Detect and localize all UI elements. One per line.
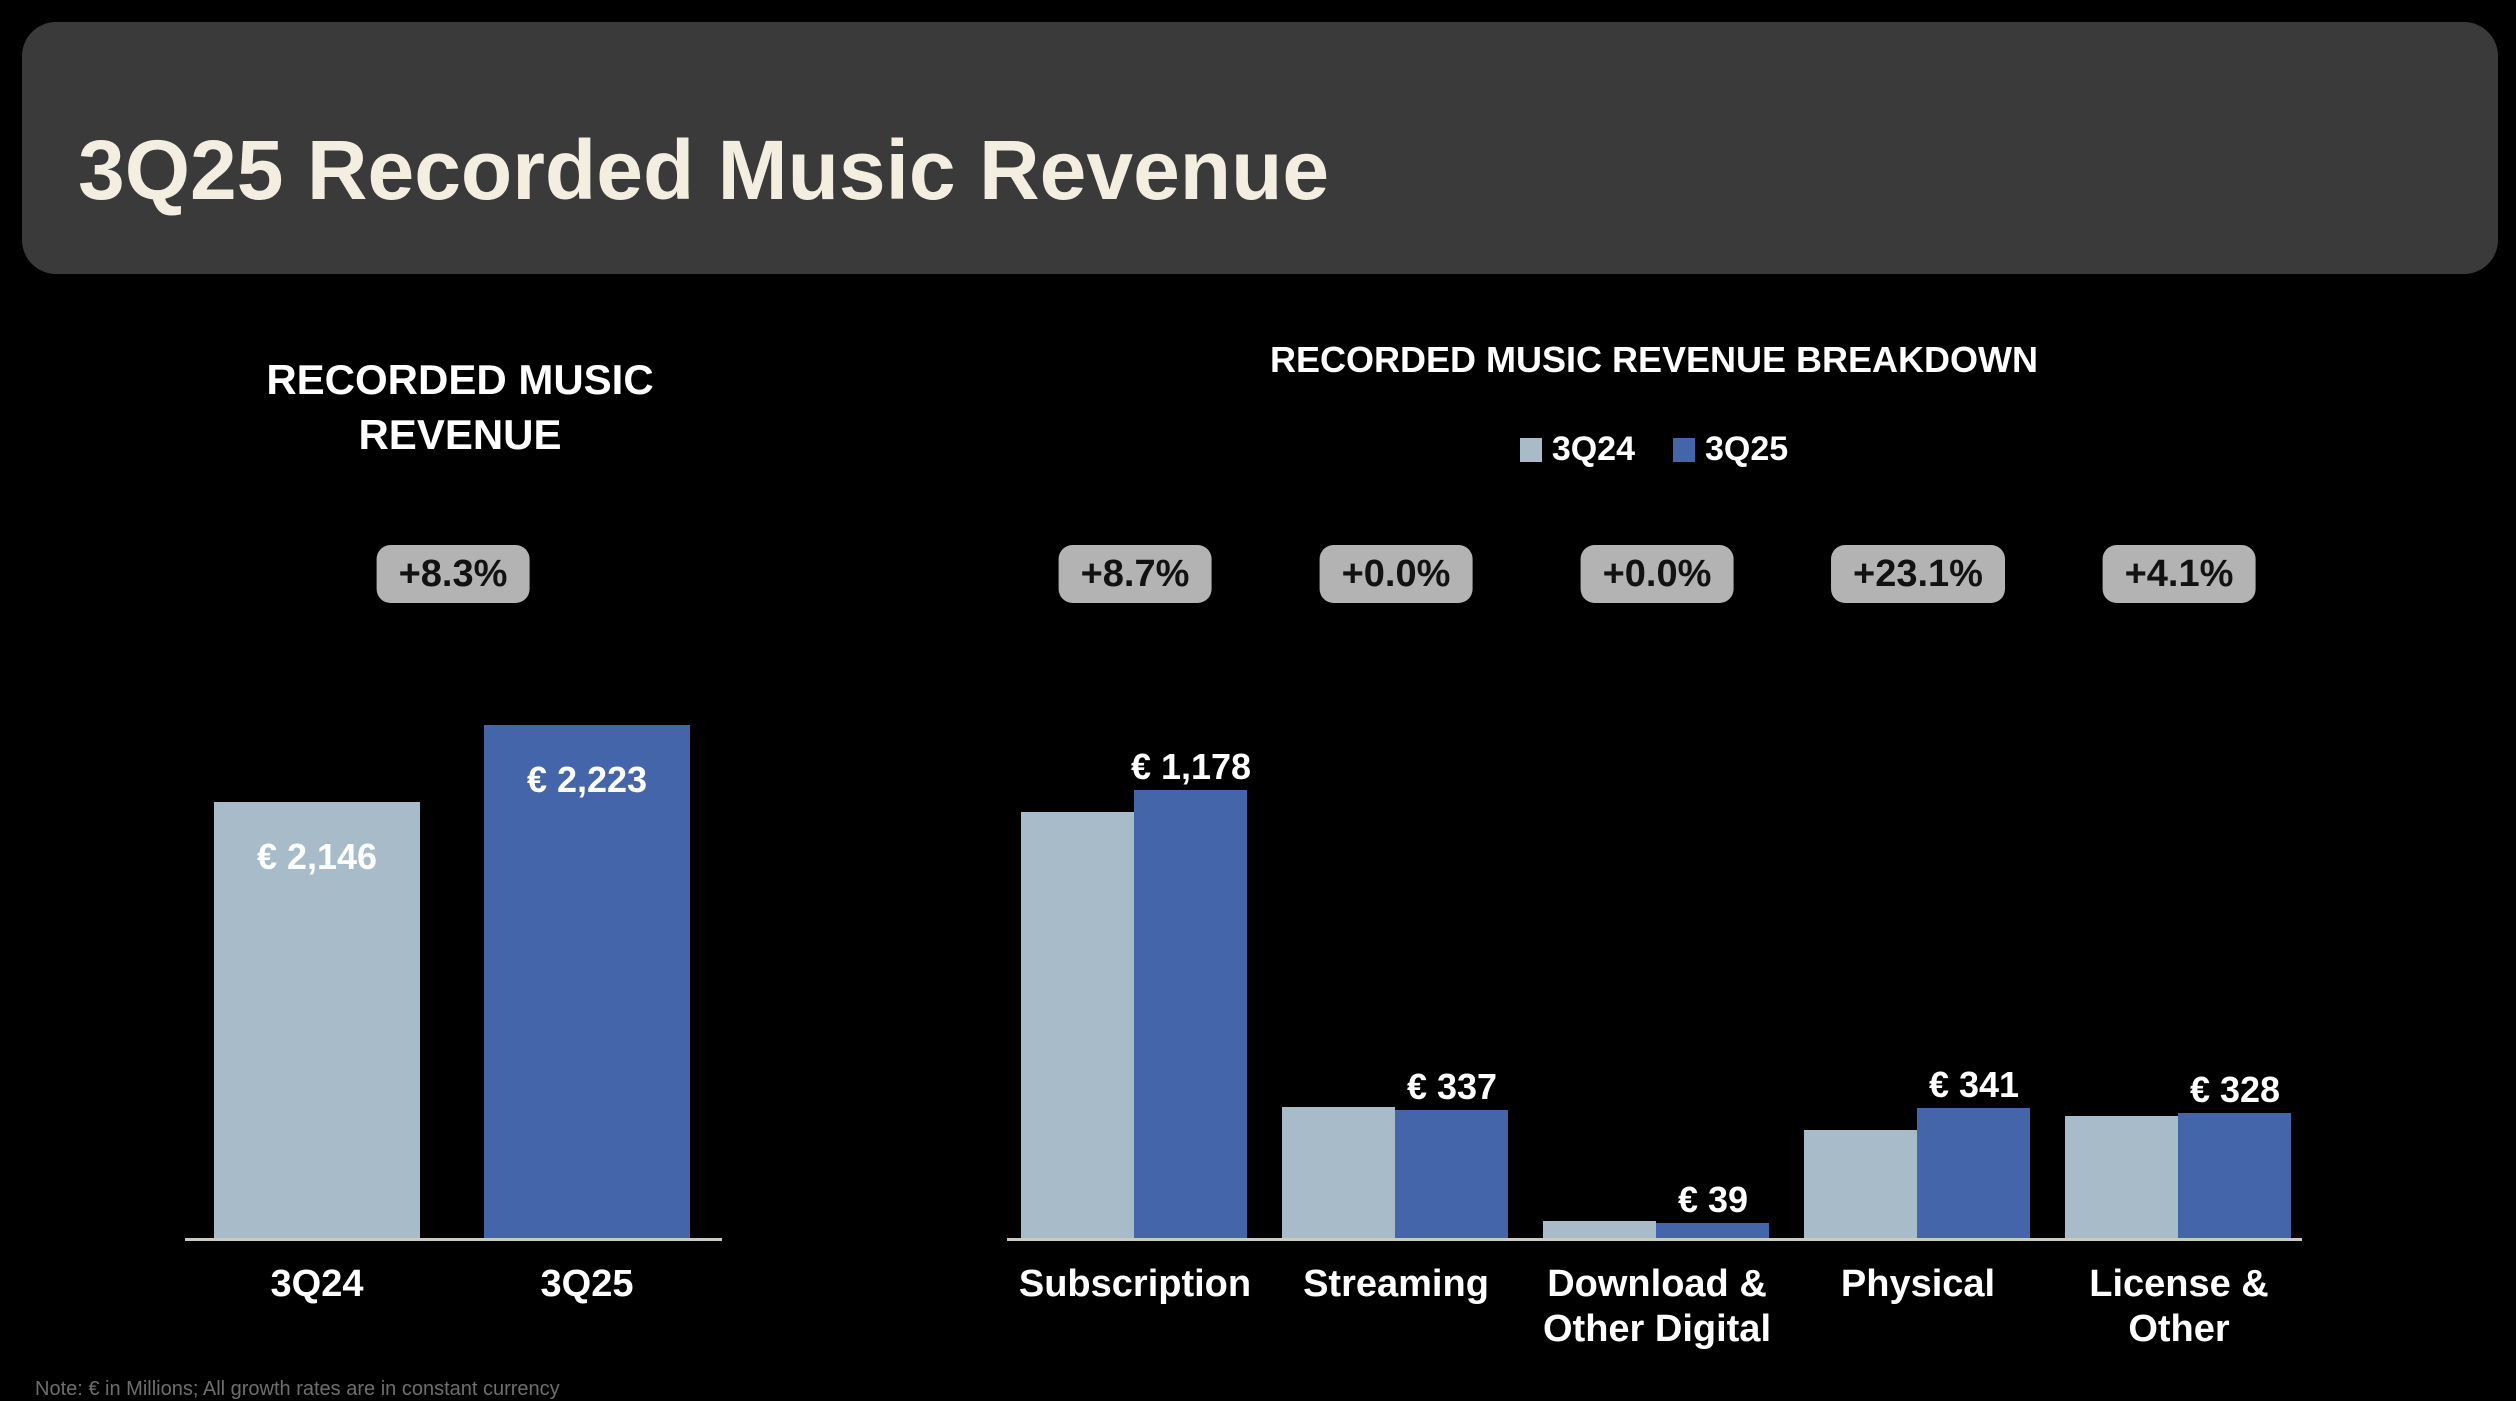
legend-swatch-3q24 xyxy=(1519,437,1542,462)
growth-badge-download-other-digital: +0.0% xyxy=(1580,545,1734,603)
value-label-physical: € 341 xyxy=(1928,1064,2020,1105)
growth-badge-streaming: +0.0% xyxy=(1319,545,1473,603)
category-label-subscription: Subscription xyxy=(1018,1263,1252,1305)
category-label-license-other: License & Other xyxy=(2089,1263,2269,1350)
left-chart-title: RECORDED MUSIC REVENUE xyxy=(266,356,654,459)
bar-3q25-license-other xyxy=(2178,1113,2291,1238)
bar-3q24-download-other-digital xyxy=(1543,1221,1656,1238)
footnote: Note: € in Millions; All growth rates ar… xyxy=(35,1378,560,1400)
value-label-download-other-digital: € 39 xyxy=(1677,1179,1749,1220)
chart-legend: 3Q24 3Q25 xyxy=(1154,430,2154,469)
right-chart-title: RECORDED MUSIC REVENUE BREAKDOWN xyxy=(1269,339,2039,380)
value-label-subscription: € 1,178 xyxy=(1130,746,1252,787)
legend-item-3q24: 3Q24 xyxy=(1519,430,1635,469)
bar-3q25-streaming xyxy=(1395,1110,1508,1238)
category-label-physical: Physical xyxy=(1840,1263,1996,1305)
category-label-3q24: 3Q24 xyxy=(270,1263,364,1305)
legend-item-3q25: 3Q25 xyxy=(1673,430,1788,469)
bar-3q24 xyxy=(214,802,420,1238)
value-label-3q24: € 2,146 xyxy=(256,836,378,877)
bar-3q24-streaming xyxy=(1282,1107,1395,1238)
growth-badge-subscription: +8.7% xyxy=(1058,545,1212,603)
slide-header-panel: 3Q25 Recorded Music Revenue xyxy=(22,22,2498,274)
growth-badge-total: +8.3% xyxy=(376,545,530,603)
legend-label-3q24: 3Q24 xyxy=(1551,430,1635,468)
value-label-3q25: € 2,223 xyxy=(526,759,648,800)
bar-3q25 xyxy=(484,725,690,1238)
bar-3q24-license-other xyxy=(2065,1116,2178,1238)
growth-badge-physical: +23.1% xyxy=(1831,545,2005,603)
left-chart-x-axis xyxy=(185,1238,722,1241)
growth-badge-license-other: +4.1% xyxy=(2102,545,2256,603)
bar-3q24-physical xyxy=(1804,1130,1917,1238)
page-title: 3Q25 Recorded Music Revenue xyxy=(78,123,1330,217)
category-label-streaming: Streaming xyxy=(1303,1263,1489,1305)
value-label-streaming: € 337 xyxy=(1406,1066,1498,1107)
bar-3q25-subscription xyxy=(1134,790,1247,1238)
legend-label-3q25: 3Q25 xyxy=(1705,430,1789,468)
bar-3q25-download-other-digital xyxy=(1656,1223,1769,1238)
category-label-3q25: 3Q25 xyxy=(540,1263,634,1305)
legend-swatch-3q25 xyxy=(1673,437,1695,462)
category-label-download-other-digital: Download & Other Digital xyxy=(1542,1263,1772,1350)
value-label-license-other: € 328 xyxy=(2189,1069,2281,1110)
bar-3q25-physical xyxy=(1917,1108,2030,1238)
bar-3q24-subscription xyxy=(1021,812,1134,1238)
right-chart-x-axis xyxy=(1007,1238,2302,1241)
